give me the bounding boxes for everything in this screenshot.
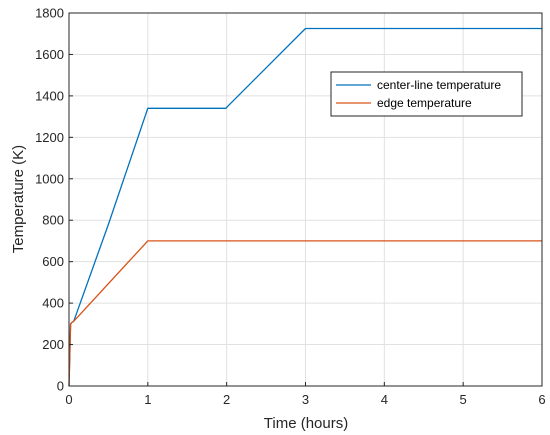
x-tick-label: 6 — [538, 392, 545, 407]
grid-lines — [69, 13, 542, 386]
y-tick-label: 1200 — [35, 130, 64, 145]
legend: center-line temperature edge temperature — [330, 71, 523, 117]
y-tick-label: 400 — [42, 296, 64, 311]
y-tick-label: 600 — [42, 254, 64, 269]
plot-lines — [68, 27, 542, 387]
y-tick-label: 800 — [42, 213, 64, 228]
y-tick-label: 1800 — [35, 6, 64, 21]
y-tick-label: 200 — [42, 337, 64, 352]
series-line-edge — [68, 240, 542, 387]
x-tick-label: 5 — [460, 392, 467, 407]
y-tick-label: 1400 — [35, 88, 64, 103]
x-tick-label: 3 — [302, 392, 309, 407]
x-axis-title: Time (hours) — [264, 415, 348, 432]
x-tick-label: 1 — [144, 392, 151, 407]
y-tick-label: 1600 — [35, 47, 64, 62]
y-tick-label: 1000 — [35, 171, 64, 186]
x-tick-label: 2 — [223, 392, 230, 407]
legend-label: center-line temperature — [377, 78, 501, 92]
legend-label: edge temperature — [377, 96, 472, 110]
y-tick-label: 0 — [57, 379, 64, 394]
y-axis-title: Temperature (K) — [10, 145, 27, 253]
legend-box — [330, 71, 523, 117]
x-tick-label: 4 — [381, 392, 388, 407]
x-tick-label: 0 — [65, 392, 72, 407]
x-axis-ticks: 0 1 2 3 4 5 6 — [65, 382, 546, 407]
y-axis-ticks: 0 200 400 600 800 1000 1200 1400 1600 1800 — [35, 6, 73, 394]
